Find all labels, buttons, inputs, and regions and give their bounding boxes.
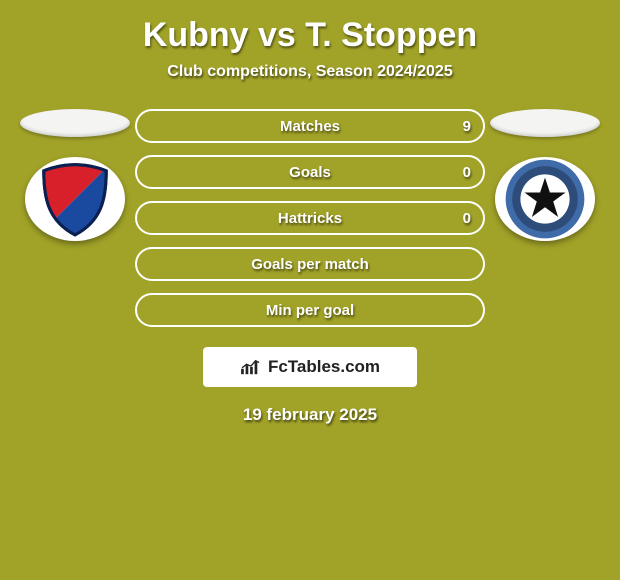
stat-label: Goals per match bbox=[251, 256, 369, 273]
right-club-badge bbox=[495, 157, 595, 241]
banik-ostrava-crest-icon bbox=[36, 160, 114, 238]
stat-label: Hattricks bbox=[278, 210, 342, 227]
stat-row: Hattricks 0 bbox=[135, 201, 485, 235]
left-club-badge bbox=[25, 157, 125, 241]
right-player-portrait-placeholder bbox=[490, 109, 600, 137]
sk-sigma-olomouc-crest-icon bbox=[504, 158, 586, 240]
footer-date: 19 february 2025 bbox=[0, 405, 620, 425]
stat-label: Matches bbox=[280, 118, 340, 135]
left-player-portrait-placeholder bbox=[20, 109, 130, 137]
page-title: Kubny vs T. Stoppen bbox=[0, 0, 620, 63]
stat-label: Goals bbox=[289, 164, 331, 181]
brand-text: FcTables.com bbox=[268, 357, 380, 377]
left-player-col bbox=[15, 109, 135, 241]
stat-row: Matches 9 bbox=[135, 109, 485, 143]
stat-row: Goals 0 bbox=[135, 155, 485, 189]
bar-chart-icon bbox=[240, 358, 262, 376]
stat-right-value: 9 bbox=[463, 111, 471, 141]
comparison-row: Matches 9 Goals 0 Hattricks 0 Goals per … bbox=[0, 109, 620, 327]
stat-right-value: 0 bbox=[463, 157, 471, 187]
stat-right-value: 0 bbox=[463, 203, 471, 233]
stats-list: Matches 9 Goals 0 Hattricks 0 Goals per … bbox=[135, 109, 485, 327]
stat-row: Goals per match bbox=[135, 247, 485, 281]
stat-row: Min per goal bbox=[135, 293, 485, 327]
stat-label: Min per goal bbox=[266, 302, 354, 319]
right-player-col bbox=[485, 109, 605, 241]
brand-watermark: FcTables.com bbox=[203, 347, 417, 387]
subtitle: Club competitions, Season 2024/2025 bbox=[0, 63, 620, 81]
